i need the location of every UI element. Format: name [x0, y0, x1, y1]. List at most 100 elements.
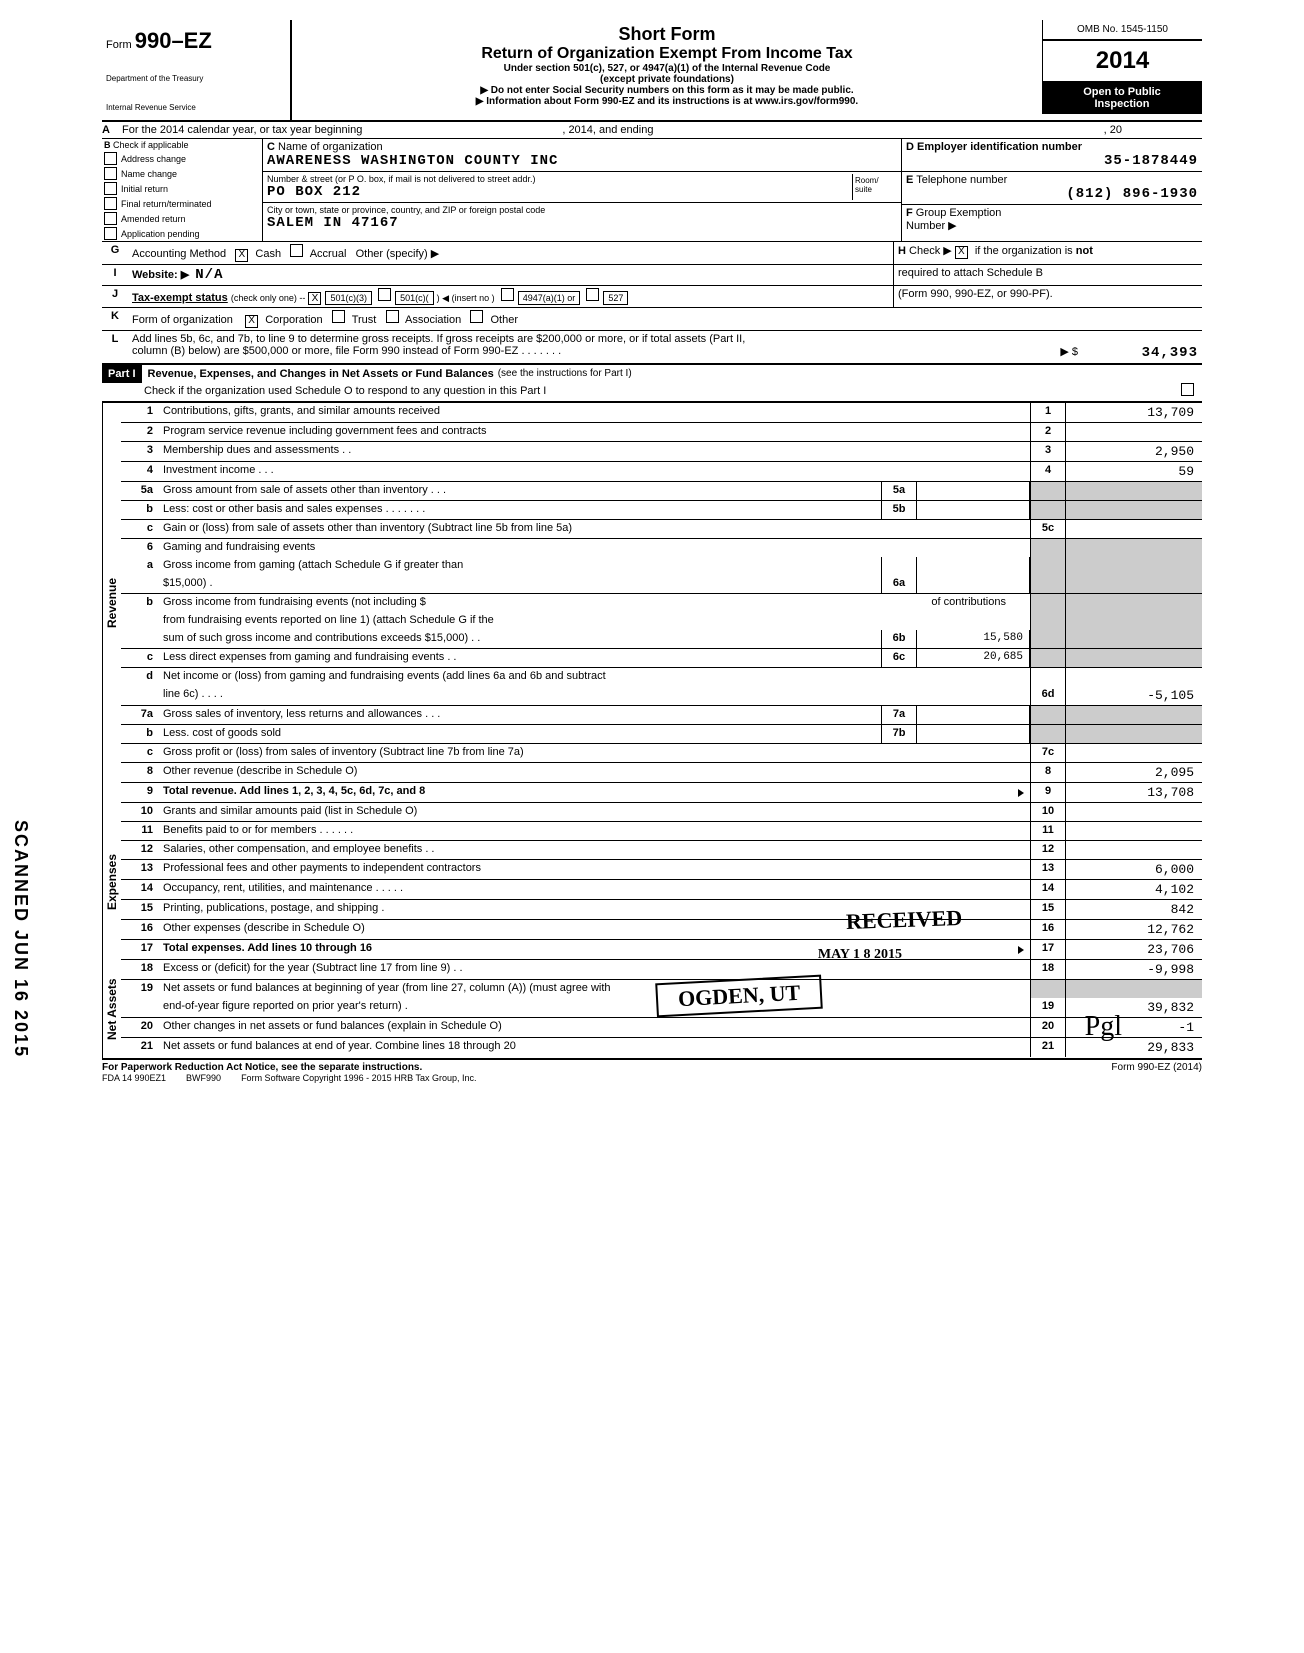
- section-b: B Check if applicable Address change Nam…: [102, 139, 263, 241]
- expenses-section: Expenses 10Grants and similar amounts pa…: [102, 803, 1202, 960]
- part1-label: Part I: [102, 365, 142, 383]
- netassets-section: Net Assets 18Excess or (deficit) for the…: [102, 960, 1202, 1058]
- revenue-section: Revenue 1Contributions, gifts, grants, a…: [102, 402, 1202, 803]
- line7c-val: [1066, 744, 1202, 762]
- omb-number: OMB No. 1545-1150: [1042, 20, 1202, 40]
- part1-subtitle: (see the instructions for Part I): [494, 368, 632, 379]
- chk-initial-return[interactable]: Initial return: [102, 181, 262, 196]
- chk-corporation[interactable]: [245, 315, 258, 328]
- l-arrow: ▶ $: [1060, 345, 1078, 361]
- line-a-text2: , 2014, and ending: [562, 124, 653, 136]
- org-address: PO BOX 212: [267, 184, 852, 200]
- chk-final-return[interactable]: Final return/terminated: [102, 196, 262, 211]
- part1-check-text: Check if the organization used Schedule …: [140, 383, 1181, 401]
- d-title: Employer identification number: [917, 141, 1082, 153]
- c-addr-label: Number & street (or P O. box, if mail is…: [267, 174, 852, 184]
- section-c: C Name of organization AWARENESS WASHING…: [263, 139, 902, 241]
- arrow-icon: [1018, 789, 1024, 797]
- j-label: J: [102, 286, 128, 308]
- c-name-label: Name of organization: [278, 141, 383, 153]
- expenses-label: Expenses: [102, 803, 121, 960]
- chk-address-change[interactable]: Address change: [102, 151, 262, 166]
- line15-val: 842: [1066, 900, 1202, 919]
- scanned-stamp: SCANNED JUN 16 2015: [10, 820, 31, 1058]
- h-label: H: [898, 245, 906, 257]
- phone: (812) 896-1930: [906, 186, 1198, 202]
- line-h-cont: required to attach Schedule B: [893, 265, 1202, 285]
- chk-schedule-b[interactable]: [955, 246, 968, 259]
- e-title: Telephone number: [916, 174, 1007, 186]
- c-city-label: City or town, state or province, country…: [267, 205, 897, 215]
- chk-501c3[interactable]: [308, 292, 321, 305]
- form-990ez: Form 990–EZ Department of the Treasury I…: [102, 20, 1202, 1083]
- dept-irs: Internal Revenue Service: [106, 103, 286, 112]
- date-stamp: MAY 1 8 2015: [818, 947, 902, 963]
- chk-name-change[interactable]: Name change: [102, 166, 262, 181]
- line1-val: 13,709: [1066, 403, 1202, 422]
- g-text: Accounting Method: [132, 248, 226, 260]
- netassets-label: Net Assets: [102, 960, 121, 1058]
- footer-form: Form 990-EZ (2014): [1111, 1062, 1202, 1073]
- k-text: Form of organization: [132, 314, 233, 326]
- chk-trust[interactable]: [332, 310, 345, 323]
- k-label: K: [102, 308, 128, 330]
- open-line1: Open to Public: [1046, 86, 1198, 98]
- line-a-text3: , 20: [1104, 124, 1122, 136]
- i-text: Website: ▶: [132, 269, 189, 281]
- header-left: Form 990–EZ Department of the Treasury I…: [102, 20, 292, 120]
- chk-other[interactable]: [470, 310, 483, 323]
- d-label: D: [906, 141, 914, 153]
- open-line2: Inspection: [1046, 98, 1198, 110]
- subtitle-except: (except private foundations): [300, 74, 1034, 85]
- f-title2: Number ▶: [906, 219, 1198, 232]
- footer-paperwork: For Paperwork Reduction Act Notice, see …: [102, 1062, 422, 1073]
- chk-cash[interactable]: [235, 249, 248, 262]
- open-inspection: Open to Public Inspection: [1042, 82, 1202, 114]
- tax-year: 2014: [1042, 40, 1202, 82]
- room-suite-label: Room/ suite: [852, 174, 897, 200]
- line8-val: 2,095: [1066, 763, 1202, 782]
- chk-527[interactable]: [586, 288, 599, 301]
- c-label: C: [267, 141, 275, 153]
- header-center: Short Form Return of Organization Exempt…: [292, 20, 1042, 120]
- section-def: D Employer identification number 35-1878…: [902, 139, 1202, 241]
- chk-pending[interactable]: Application pending: [102, 226, 262, 241]
- line9-val: 13,708: [1066, 783, 1202, 802]
- line5c-val: [1066, 520, 1202, 538]
- instr-ssn: ▶ Do not enter Social Security numbers o…: [300, 85, 1034, 96]
- website: N/A: [195, 267, 223, 283]
- line2-val: [1066, 423, 1202, 441]
- line-l: L Add lines 5b, 6c, and 7b, to line 9 to…: [102, 331, 1202, 363]
- org-name: AWARENESS WASHINGTON COUNTY INC: [267, 153, 897, 169]
- header-right: OMB No. 1545-1150 2014 Open to Public In…: [1042, 20, 1202, 120]
- instr-info: ▶ Information about Form 990-EZ and its …: [300, 96, 1034, 107]
- line6d-val: -5,105: [1066, 686, 1202, 705]
- chk-schedule-o[interactable]: [1181, 383, 1194, 396]
- l-text2: column (B) below) are $500,000 or more, …: [132, 345, 561, 361]
- form-header: Form 990–EZ Department of the Treasury I…: [102, 20, 1202, 122]
- line13-val: 6,000: [1066, 860, 1202, 879]
- line14-val: 4,102: [1066, 880, 1202, 899]
- line-h-cont2: (Form 990, 990-EZ, or 990-PF).: [893, 286, 1202, 308]
- f-title: Group Exemption: [916, 207, 1002, 219]
- gross-receipts: 34,393: [1078, 345, 1198, 361]
- signature: Pgl: [1085, 1011, 1122, 1043]
- revenue-label: Revenue: [102, 403, 121, 803]
- l-text1: Add lines 5b, 6c, and 7b, to line 9 to d…: [132, 333, 1198, 345]
- line-a-label: A: [102, 124, 122, 136]
- line-gh: G Accounting Method Cash Accrual Other (…: [102, 242, 1202, 265]
- line6c-val: 20,685: [917, 649, 1030, 667]
- chk-accrual[interactable]: [290, 244, 303, 257]
- chk-4947[interactable]: [501, 288, 514, 301]
- form-number: 990–EZ: [135, 28, 212, 53]
- chk-501c[interactable]: [378, 288, 391, 301]
- chk-amended[interactable]: Amended return: [102, 211, 262, 226]
- line-a-text1: For the 2014 calendar year, or tax year …: [122, 124, 362, 136]
- line-a: A For the 2014 calendar year, or tax yea…: [102, 122, 1202, 139]
- form-label: Form: [106, 39, 132, 51]
- e-label: E: [906, 174, 913, 186]
- line-k: K Form of organization Corporation Trust…: [102, 308, 1202, 331]
- g-label: G: [102, 242, 128, 264]
- chk-association[interactable]: [386, 310, 399, 323]
- form-footer: For Paperwork Reduction Act Notice, see …: [102, 1058, 1202, 1073]
